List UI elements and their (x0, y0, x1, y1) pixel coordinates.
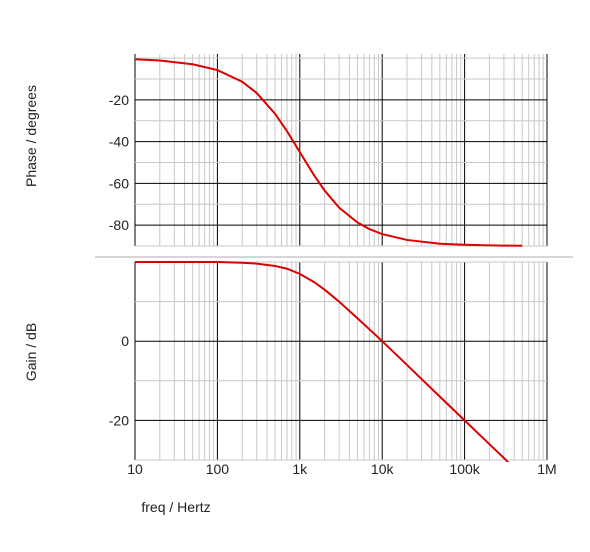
gain-response-line (135, 261, 510, 462)
gain-y-axis-label: Gain / dB (23, 323, 39, 381)
phase-y-axis-label: Phase / degrees (23, 85, 39, 187)
gain-y-tick-label: 0 (121, 333, 129, 349)
x-tick-label: 10k (371, 461, 395, 477)
x-tick-label: 100 (206, 461, 230, 477)
phase-y-tick-label: -60 (109, 175, 129, 191)
x-axis-label: freq / Hertz (141, 499, 210, 515)
phase-plot-panel: -20 -40 -60 -80 (109, 54, 548, 247)
x-tick-label: 1k (292, 461, 308, 477)
gain-y-tick-label: -20 (109, 412, 129, 428)
gain-plot-panel: 0 -20 10 100 1k 10k 100k 1M (109, 261, 557, 477)
phase-y-tick-label: -20 (109, 92, 129, 108)
x-tick-label: 1M (537, 461, 556, 477)
phase-y-tick-label: -40 (109, 134, 129, 150)
phase-response-line (135, 58, 523, 247)
phase-y-tick-label: -80 (109, 217, 129, 233)
x-tick-label: 10 (127, 461, 143, 477)
x-tick-label: 100k (449, 461, 480, 477)
